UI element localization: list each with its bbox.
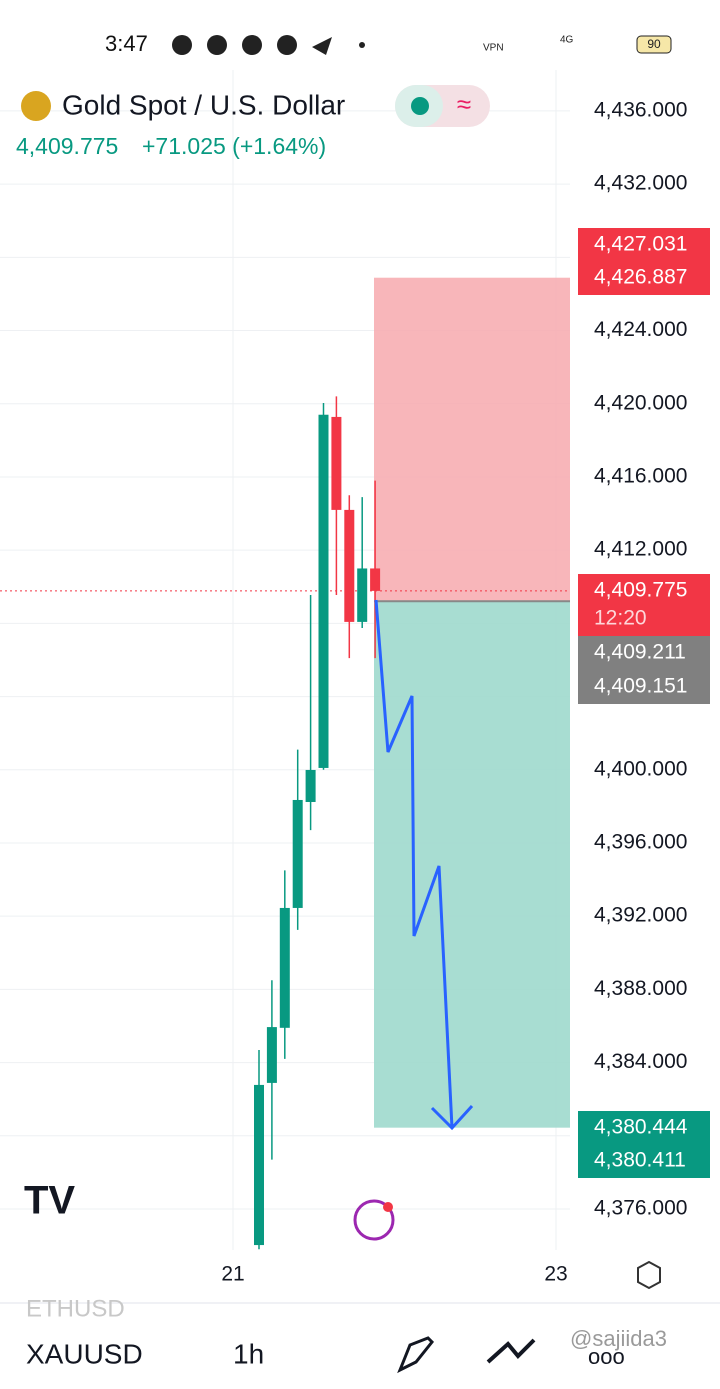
candle-body [305,769,316,802]
interval-button[interactable]: 1h [233,1338,264,1369]
y-tick-label: 4,436.000 [594,98,687,121]
price-label-box [578,261,710,295]
status-icon [207,35,227,55]
price-label: 4,409.151 [594,675,687,698]
price-label: 4,409.211 [594,641,686,664]
candle-body [292,799,303,908]
y-tick-label: 4,396.000 [594,831,687,854]
price-label: 4,380.444 [594,1116,688,1139]
candle-body [370,568,381,591]
price-label: 4,426.887 [594,266,687,289]
delayed-icon: ≈ [457,89,471,119]
battery [636,35,672,54]
y-tick-label: 4,392.000 [594,904,687,927]
y-tick-label: 4,424.000 [594,318,687,341]
price-label-box [578,1111,710,1145]
symbol-button[interactable]: XAUUSD [26,1338,143,1369]
drawn-arrow [374,599,474,1131]
more-button[interactable]: ooo [588,1344,625,1369]
market-dot [411,97,429,115]
price-label-box [578,228,710,262]
y-tick-label: 4,384.000 [594,1050,687,1073]
status-dot [359,42,365,48]
last-price: 4,409.775 [16,133,118,159]
status-icon [277,35,297,55]
stop-zone [374,277,570,602]
price-change: +71.025 (+1.64%) [142,133,326,159]
y-tick-label: 4,412.000 [594,538,687,561]
price-label-box [578,602,710,636]
price-label: 4,380.411 [594,1149,686,1172]
candle-body [266,1027,277,1083]
battery-level: 90 [647,37,661,51]
indicator-button[interactable] [486,1338,536,1364]
price-label-box [578,1144,710,1178]
status-icon [172,35,192,55]
draw-button[interactable] [397,1336,435,1374]
status-icon [312,37,332,55]
prev-symbol: ETHUSD [26,1295,125,1322]
symbol-title: Gold Spot / U.S. Dollar [62,89,345,120]
watermark: @sajiida3 [570,1326,667,1351]
y-tick-label: 4,388.000 [594,977,687,1000]
price-label: 4,409.775 [594,579,687,602]
status-icon [242,35,262,55]
tv-logo: TV [24,1179,75,1223]
price-label: 12:20 [594,607,647,630]
lightning-button[interactable] [353,1199,395,1241]
price-label: 4,427.031 [594,233,687,256]
x-tick-label: 21 [221,1263,244,1286]
y-tick-label: 4,432.000 [594,172,687,195]
notification-dot [383,1202,393,1212]
y-tick-label: 4,400.000 [594,757,687,780]
y-tick-label: 4,420.000 [594,391,687,414]
y-tick-label: 4,376.000 [594,1197,687,1220]
settings-button[interactable] [637,1260,661,1290]
vpn: VPN [483,43,504,54]
candle-body [344,509,355,622]
candle-body [357,568,368,622]
x-tick-label: 23 [544,1263,567,1286]
price-label-box [578,636,710,670]
y-tick-label: 4,416.000 [594,465,687,488]
candle-body [279,907,290,1028]
symbol-icon [21,91,51,121]
candle-body [254,1084,264,1246]
price-label-box [578,670,710,704]
clock: 3:47 [105,31,148,56]
network: 4G [560,35,574,46]
candle-body [318,414,329,768]
candle-body [331,416,342,510]
target-zone [374,601,570,1128]
